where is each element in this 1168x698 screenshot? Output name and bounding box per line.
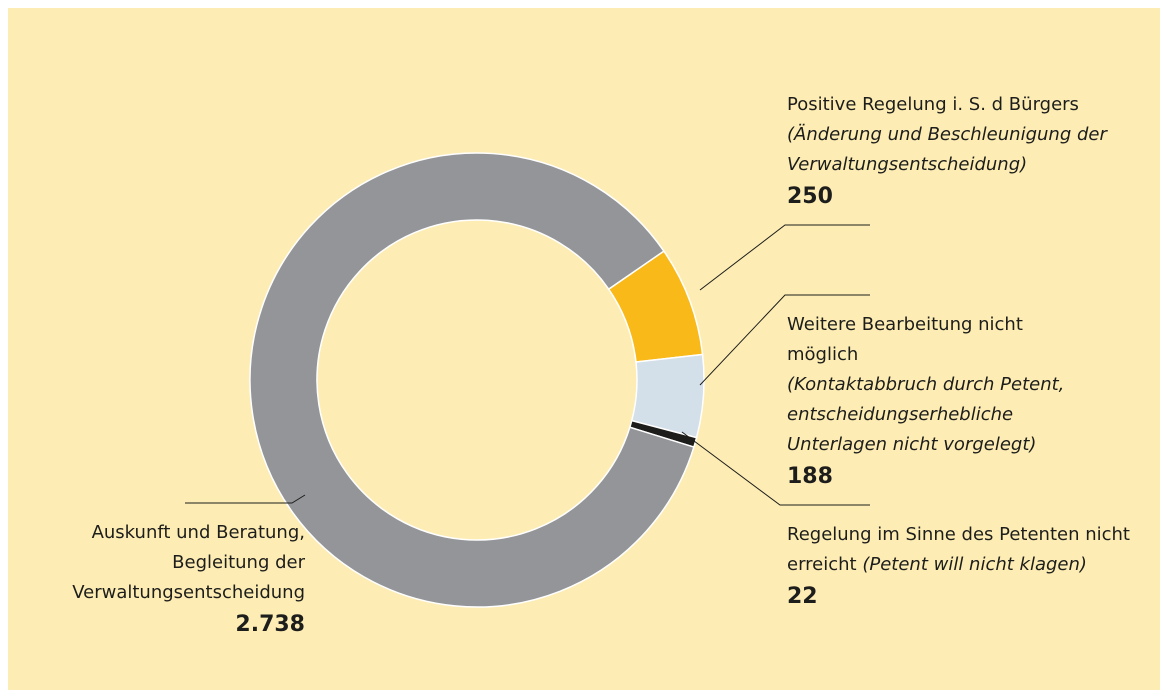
value-label: 22 [787, 584, 818, 609]
category-label: Positive Regelung i. S. d Bürgers [787, 94, 1079, 115]
category-note: (Änderung und Beschleunigung der Verwalt… [787, 124, 1107, 175]
segment-label: Regelung im Sinne des Petenten nicht err… [787, 520, 1162, 612]
value-label: 2.738 [235, 612, 305, 637]
value-label: 188 [787, 464, 833, 489]
segment-label: Auskunft und Beratung, Begleitung der Ve… [35, 518, 305, 640]
segment-label: Positive Regelung i. S. d Bürgers (Änder… [787, 90, 1167, 212]
leader-line [699, 294, 870, 386]
value-label: 250 [787, 184, 833, 209]
donut-segment [249, 152, 695, 608]
leader-line [699, 224, 870, 291]
category-note: (Kontaktabbruch durch Petent, entscheidu… [787, 374, 1065, 455]
leader-line [681, 431, 870, 506]
category-note: (Petent will nicht klagen) [862, 554, 1087, 575]
category-label: Regelung im Sinne des Petenten nicht err… [787, 524, 1130, 575]
category-label: Auskunft und Beratung, Begleitung der Ve… [72, 522, 305, 603]
leader-line [185, 494, 306, 504]
segment-label: Weitere Bearbeitung nicht möglich (Konta… [787, 310, 1087, 492]
category-label: Weitere Bearbeitung nicht möglich [787, 314, 1023, 365]
